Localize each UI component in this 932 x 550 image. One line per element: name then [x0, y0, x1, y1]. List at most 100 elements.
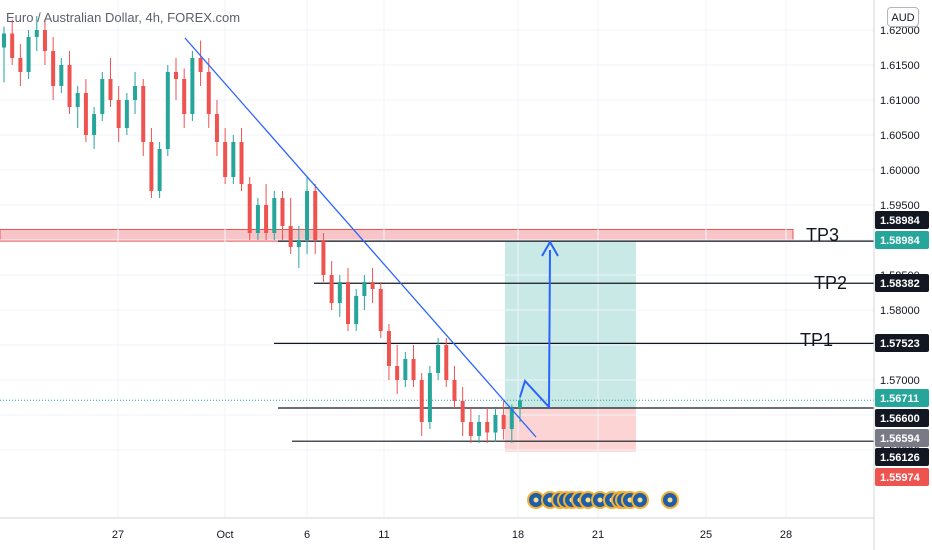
candle-body — [477, 422, 482, 436]
price-badge-label: 1.56126 — [880, 452, 920, 464]
level-label-tp3: TP3 — [806, 225, 839, 245]
candle-body — [305, 191, 310, 240]
candle-body — [419, 380, 424, 422]
candle-body — [468, 422, 473, 436]
candle-body — [223, 142, 228, 177]
candle-body — [231, 142, 236, 177]
y-tick-label: 1.61500 — [880, 60, 920, 72]
candle-body — [427, 373, 432, 422]
event-icon-dot — [667, 497, 673, 503]
candle-body — [141, 86, 146, 142]
candle-body — [395, 366, 400, 380]
candle-body — [354, 296, 359, 324]
price-badge-label: 1.55974 — [880, 472, 921, 484]
x-tick-label: 18 — [512, 529, 524, 541]
candle-body — [255, 205, 260, 233]
price-badge-label: 1.57523 — [880, 338, 920, 350]
x-tick-label: 25 — [700, 529, 712, 541]
candle-body — [239, 142, 244, 184]
resistance-zone — [0, 229, 794, 242]
candle-body — [165, 72, 170, 149]
x-tick-label: 27 — [112, 529, 124, 541]
y-tick-label: 1.58000 — [880, 305, 920, 317]
event-icon-dot — [585, 497, 591, 503]
candle-body — [403, 359, 408, 380]
candle-body — [346, 282, 350, 324]
candle-body — [460, 401, 465, 422]
x-tick-label: 6 — [304, 529, 310, 541]
candle-body — [100, 79, 105, 114]
candle-body — [272, 198, 277, 233]
candle-body — [83, 93, 88, 135]
event-icon-dot — [597, 497, 603, 503]
candle-body — [206, 72, 211, 114]
price-badge — [875, 334, 929, 352]
candle-body — [337, 282, 342, 303]
y-tick-label: 1.60000 — [880, 165, 920, 177]
candle-body — [75, 93, 80, 107]
candle-body — [280, 198, 285, 226]
y-tick-label: 1.60500 — [880, 130, 920, 142]
symbol-title: Euro / Australian Dollar, 4h, FOREX.com — [6, 10, 241, 25]
price-badge — [875, 409, 929, 427]
candle-body — [321, 240, 326, 275]
candle-body — [296, 240, 301, 247]
candle-body — [124, 100, 129, 128]
candle-body — [174, 72, 178, 79]
candle-body — [386, 331, 391, 366]
x-tick-label: Oct — [216, 529, 233, 541]
candle-body — [51, 51, 56, 86]
candle-body — [264, 205, 269, 233]
currency-button[interactable]: AUD — [887, 7, 919, 27]
projection-path — [519, 249, 551, 410]
candle-body — [10, 33, 15, 58]
price-badge — [875, 448, 929, 466]
candle-body — [92, 114, 97, 135]
candle-body — [313, 191, 318, 240]
candle-body — [444, 345, 449, 380]
candle-body — [362, 282, 367, 296]
candle-body — [2, 33, 6, 48]
price-badge — [875, 231, 929, 249]
candle-body — [436, 345, 441, 373]
candle-body — [133, 86, 138, 100]
x-tick-label: 11 — [378, 529, 389, 541]
y-tick-label: 1.61000 — [880, 95, 920, 107]
candle-body — [452, 380, 457, 401]
candle-body — [59, 65, 64, 86]
candle-body — [34, 30, 39, 37]
candle-body — [190, 58, 195, 114]
price-badge-label: 1.56600 — [880, 413, 920, 425]
candle-body — [42, 30, 47, 51]
candle-body — [26, 37, 31, 72]
projection-arrowhead — [541, 239, 559, 257]
price-badge-label: 1.56711 — [880, 393, 919, 405]
price-badge — [875, 468, 929, 486]
price-badge — [875, 274, 929, 292]
y-tick-label: 1.59500 — [880, 200, 920, 212]
y-tick-label: 1.62000 — [880, 25, 920, 37]
candle-body — [182, 79, 187, 114]
level-label-tp1: TP1 — [800, 330, 833, 350]
trendline — [184, 37, 537, 438]
candle-body — [214, 114, 219, 142]
price-badge-label: 1.56594 — [880, 433, 921, 445]
candle-body — [198, 58, 203, 72]
candle-body — [493, 415, 498, 433]
x-tick-label: 21 — [592, 529, 604, 541]
candle-body — [18, 58, 23, 72]
candle-body — [485, 422, 490, 433]
price-badge-label: 1.58382 — [880, 278, 920, 290]
candle-body — [288, 226, 293, 247]
price-badge — [875, 211, 929, 229]
price-badge-label: 1.58984 — [880, 215, 921, 227]
y-tick-label: 1.57000 — [880, 375, 920, 387]
candle-body — [247, 184, 252, 233]
candle-body — [149, 142, 154, 191]
candle-body — [116, 100, 121, 128]
event-icon-dot — [637, 497, 643, 503]
candle-body — [329, 275, 334, 303]
level-label-tp2: TP2 — [814, 273, 847, 293]
event-icon-dot — [533, 497, 539, 503]
